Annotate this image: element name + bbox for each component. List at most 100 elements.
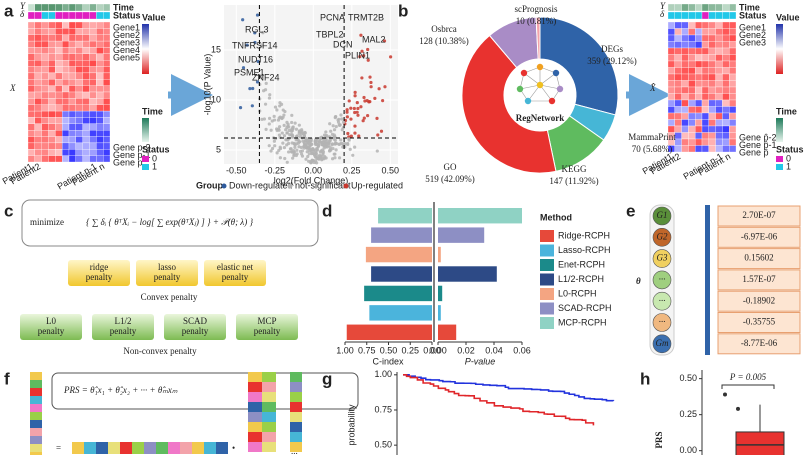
heat-cell (103, 130, 111, 137)
heat-cell (688, 93, 696, 101)
penalty-box (92, 314, 154, 340)
point (241, 18, 245, 22)
heat-cell (55, 155, 63, 163)
heat-cell (729, 60, 737, 68)
legend-key (540, 273, 554, 286)
value-cell (717, 312, 801, 333)
vector-cell (30, 388, 42, 396)
point (267, 144, 271, 148)
gene-annotation: ZNF24 (252, 72, 280, 82)
heat-cell (27, 123, 35, 131)
network-edge (539, 84, 553, 102)
x-tick-label: 0.00 (423, 345, 441, 355)
heat-cell (41, 142, 49, 150)
x-tick-label: 0.25 (343, 165, 361, 175)
heat-cell (695, 138, 703, 146)
heat-cell (729, 34, 737, 42)
donut-slice (539, 16, 619, 116)
heat-cell (62, 123, 70, 131)
vector-cell (30, 420, 42, 428)
point (328, 146, 333, 150)
heat-cell (674, 47, 682, 55)
heat-cell (667, 93, 675, 101)
vector-cell (30, 444, 42, 452)
heat-cell (681, 80, 689, 88)
heat-cell (674, 112, 682, 120)
heat-cell (667, 86, 675, 94)
row-cell (156, 442, 168, 454)
row-symbol: δ (20, 9, 25, 19)
heat-cell (729, 73, 737, 81)
heat-cell (103, 110, 111, 118)
point (303, 144, 307, 148)
heat-cell (75, 130, 83, 137)
matrix-cell (262, 422, 276, 432)
heat-cell (688, 28, 696, 36)
point (353, 131, 357, 135)
heat-cell (729, 28, 737, 36)
point (332, 128, 337, 132)
gene-label: Gene2 (739, 30, 766, 40)
heat-cell (688, 21, 696, 29)
heat-cell (41, 28, 49, 35)
heat-cell (89, 28, 97, 35)
point (340, 128, 344, 132)
heat-cell (688, 125, 696, 133)
heat-cell (41, 79, 49, 86)
vector-cell (30, 404, 42, 412)
legend-title: Group (196, 180, 223, 190)
legend-label: Up-regulated (351, 180, 403, 190)
gene-node (652, 249, 672, 268)
point (269, 128, 273, 132)
legend-key (540, 302, 554, 315)
heat-cell (722, 47, 730, 55)
heat-cell (96, 142, 104, 150)
legend-title: Method (540, 212, 572, 222)
point (298, 134, 302, 139)
point (314, 161, 319, 165)
heat-cell (103, 155, 111, 163)
heat-cell (688, 67, 696, 75)
point (290, 150, 294, 154)
heat-cell (48, 149, 56, 156)
heat-cell (722, 80, 730, 88)
heat-cell (75, 21, 83, 29)
heat-cell (96, 98, 104, 105)
heat-cell (695, 21, 703, 29)
point (290, 141, 294, 145)
panel-letter: h (640, 369, 650, 388)
outlier (723, 392, 727, 397)
heat-cell (41, 123, 49, 131)
heat-cell (688, 132, 696, 140)
point (366, 114, 370, 118)
point (353, 90, 357, 94)
network-node (524, 97, 532, 105)
legend-title: Value (776, 12, 800, 22)
penalty-label: SCAD (183, 316, 208, 326)
gene-annotation: PCNA (320, 12, 345, 22)
point (336, 118, 340, 122)
point (353, 110, 357, 115)
heat-cell (62, 155, 70, 163)
legend-key (343, 183, 349, 189)
bar (438, 305, 441, 321)
heat-cell (722, 73, 730, 81)
heat-cell (103, 98, 111, 105)
gene-label: Gene2 (113, 30, 140, 40)
bar (346, 324, 432, 340)
status-cell (68, 11, 76, 20)
heat-cell (695, 60, 703, 68)
heat-cell (68, 28, 76, 35)
heat-cell (34, 142, 42, 150)
point (241, 66, 246, 70)
heat-cell (27, 79, 35, 86)
heat-cell (48, 130, 56, 137)
heat-cell (89, 66, 97, 74)
heat-cell (41, 117, 49, 124)
point (373, 96, 377, 100)
point (291, 156, 295, 160)
heat-cell (674, 99, 682, 107)
heat-cell (695, 145, 703, 153)
heat-cell (82, 117, 90, 124)
status-cell (89, 11, 97, 20)
